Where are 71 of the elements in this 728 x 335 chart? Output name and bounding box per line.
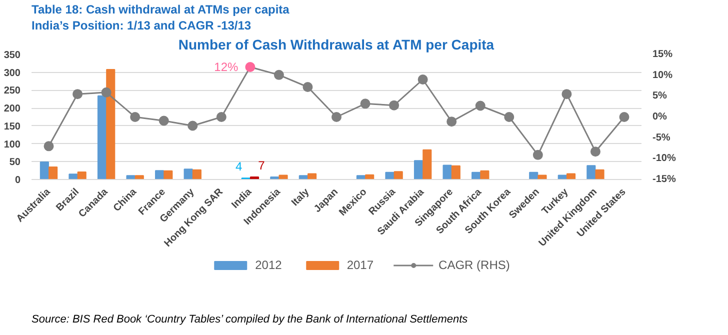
bar: [126, 175, 136, 180]
point: [44, 141, 54, 152]
y-tick-label: 100: [4, 139, 21, 150]
legend-label: CAGR (RHS): [438, 258, 510, 272]
bar: [586, 165, 596, 180]
bar: [68, 174, 78, 180]
point: [158, 116, 169, 126]
bar: [278, 174, 288, 180]
bar: [385, 172, 394, 180]
bar: [106, 69, 116, 180]
chart-title: Number of Cash Withdrawals at ATM per Capita: [178, 36, 494, 52]
point: [72, 89, 83, 100]
bar: [308, 173, 317, 180]
y-tick-label: 350: [4, 50, 21, 61]
point: [619, 112, 630, 122]
point: [216, 112, 226, 122]
bar: [134, 175, 144, 180]
bar: [451, 165, 460, 180]
point: [245, 62, 256, 72]
bar: [184, 168, 193, 180]
point: [389, 100, 400, 110]
y2-tick-label: 15%: [652, 49, 673, 60]
y-tick-label: 300: [4, 68, 21, 79]
bar: [394, 171, 403, 180]
data-label: 7: [258, 158, 266, 172]
point: [360, 98, 370, 109]
bar: [40, 162, 49, 180]
y-tick-label: 50: [9, 157, 21, 168]
y-tick-label: 150: [4, 121, 21, 132]
point: [332, 112, 342, 122]
bar: [422, 149, 432, 180]
bar: [48, 166, 58, 180]
y-tick-label: 200: [4, 104, 21, 115]
legend-label: 2012: [255, 258, 282, 272]
y2-tick-label: -15%: [652, 174, 676, 185]
point: [418, 74, 428, 84]
bar: [97, 95, 107, 180]
bar: [442, 164, 452, 180]
legend-label: 2017: [346, 258, 374, 272]
point: [130, 112, 140, 122]
bar: [480, 170, 490, 180]
point: [475, 100, 486, 111]
text: India’s Position: 1/13 and CAGR -13/13: [32, 18, 252, 32]
point: [101, 87, 112, 98]
bar: [414, 160, 424, 180]
y-tick-label: 250: [4, 86, 21, 97]
point: [188, 120, 198, 131]
bar: [77, 172, 86, 180]
caption: Table 18: Cash withdrawal at ATMs per capita: [32, 2, 290, 16]
point: [532, 150, 543, 160]
source-note: Source: BIS Red Book ‘Country Tables’ compiled by the Bank of International Settlements: [32, 314, 468, 326]
bar: [595, 169, 604, 180]
y2-tick-label: 10%: [652, 70, 673, 81]
point: [446, 116, 457, 127]
y-tick-label: 0: [14, 175, 21, 186]
point: [590, 146, 600, 157]
point: [562, 89, 572, 100]
y2-tick-label: -10%: [652, 153, 676, 164]
y2-tick-label: -5%: [652, 132, 670, 144]
bar: [192, 169, 202, 180]
point: [302, 82, 313, 92]
y2-tick-label: 0%: [652, 112, 668, 122]
bar: [566, 173, 576, 180]
bar: [538, 174, 547, 180]
data-label: 4: [236, 160, 243, 174]
data-label: 12%: [214, 60, 239, 74]
bar: [155, 170, 164, 180]
point: [504, 112, 514, 122]
y2-tick-label: 5%: [652, 90, 668, 102]
bar: [164, 170, 173, 180]
point: [274, 70, 284, 80]
